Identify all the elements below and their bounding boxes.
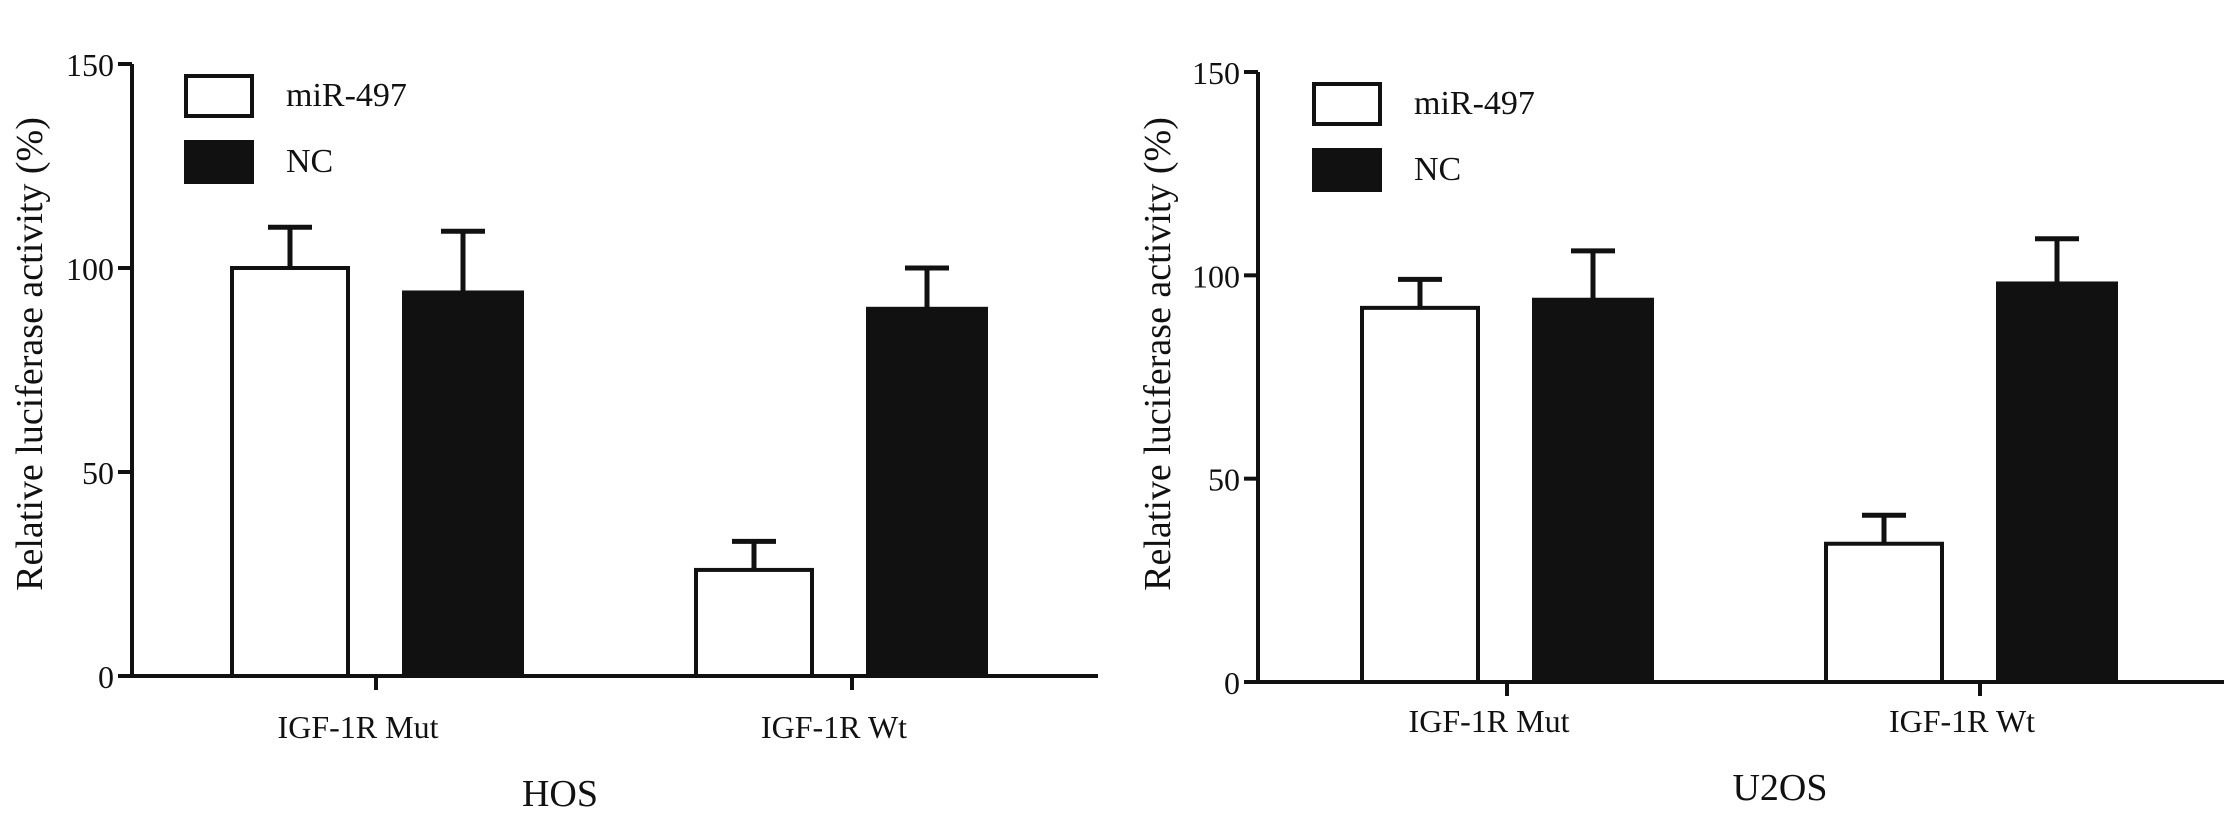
chart-hos: Relative luciferase activity (%) 0 50 100 1… bbox=[9, 47, 1098, 815]
y-tick-label: 150 bbox=[66, 47, 114, 83]
bar-nc bbox=[866, 306, 988, 678]
y-axis-label: Relative luciferase activity (%) bbox=[1137, 117, 1179, 591]
y-tick-label: 50 bbox=[1208, 462, 1240, 498]
chart-u2os: Relative luciferase activity (%) 0 50 100 1… bbox=[1137, 55, 2224, 809]
y-tick-label: 0 bbox=[1224, 665, 1240, 701]
category-label: IGF-1R Mut bbox=[278, 709, 439, 745]
x-axis-label: HOS bbox=[522, 773, 598, 815]
legend-swatch bbox=[184, 74, 254, 118]
plot-area: 0 50 100 150 IGF-1R Mut IGF-1R Wt miR-497 NC bbox=[1192, 55, 2224, 739]
y-tick-label: 50 bbox=[82, 455, 114, 491]
plot-area: 0 50 100 150 IGF-1R Mut IGF-1R Wt miR-497 NC bbox=[66, 47, 1098, 745]
y-tick-label: 0 bbox=[98, 659, 114, 695]
category-label: IGF-1R Mut bbox=[1409, 703, 1570, 739]
y-tick-label: 100 bbox=[66, 251, 114, 287]
bar-nc bbox=[402, 290, 524, 678]
category-label: IGF-1R Wt bbox=[1889, 703, 2035, 739]
legend-label: miR-497 bbox=[1414, 85, 1535, 122]
y-tick-label: 100 bbox=[1192, 258, 1240, 294]
x-axis-label: U2OS bbox=[1732, 767, 1827, 809]
category-label: IGF-1R Wt bbox=[761, 709, 907, 745]
y-tick-label: 150 bbox=[1192, 55, 1240, 91]
bar-mir497 bbox=[1824, 541, 1944, 684]
legend-label: miR-497 bbox=[286, 77, 407, 114]
legend-swatch bbox=[1312, 82, 1382, 126]
bar-mir497 bbox=[694, 567, 814, 678]
bar-nc bbox=[1532, 297, 1654, 684]
legend-label: NC bbox=[1414, 151, 1461, 188]
legend-swatch bbox=[1312, 148, 1382, 192]
bar-mir497 bbox=[230, 266, 350, 678]
legend-swatch bbox=[184, 140, 254, 184]
bar-nc bbox=[1996, 281, 2118, 684]
legend-label: NC bbox=[286, 143, 333, 180]
bar-mir497 bbox=[1360, 305, 1480, 684]
y-axis-label: Relative luciferase activity (%) bbox=[9, 117, 51, 591]
